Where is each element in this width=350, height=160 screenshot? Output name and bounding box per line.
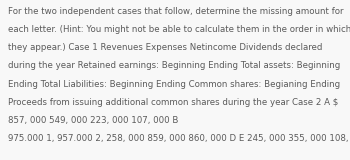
Text: during the year Retained earnings: Beginning Ending Total assets: Beginning: during the year Retained earnings: Begin… bbox=[8, 61, 340, 70]
Text: For the two independent cases that follow, determine the missing amount for: For the two independent cases that follo… bbox=[8, 7, 343, 16]
Text: Ending Total Liabilities: Beginning Ending Common shares: Begianing Ending: Ending Total Liabilities: Beginning Endi… bbox=[8, 80, 340, 88]
Text: 975.000 1, 957.000 2, 258, 000 859, 000 860, 000 D E 245, 000 355, 000 108, 000: 975.000 1, 957.000 2, 258, 000 859, 000 … bbox=[8, 134, 350, 143]
Text: Proceeds from issuing additional common shares during the year Case 2 A $: Proceeds from issuing additional common … bbox=[8, 98, 338, 107]
Text: 857, 000 549, 000 223, 000 107, 000 B: 857, 000 549, 000 223, 000 107, 000 B bbox=[8, 116, 178, 125]
Text: each letter. (Hint: You might not be able to calculate them in the order in whic: each letter. (Hint: You might not be abl… bbox=[8, 25, 350, 34]
Text: they appear.) Case 1 Revenues Expenses Netincome Dividends declared: they appear.) Case 1 Revenues Expenses N… bbox=[8, 43, 322, 52]
